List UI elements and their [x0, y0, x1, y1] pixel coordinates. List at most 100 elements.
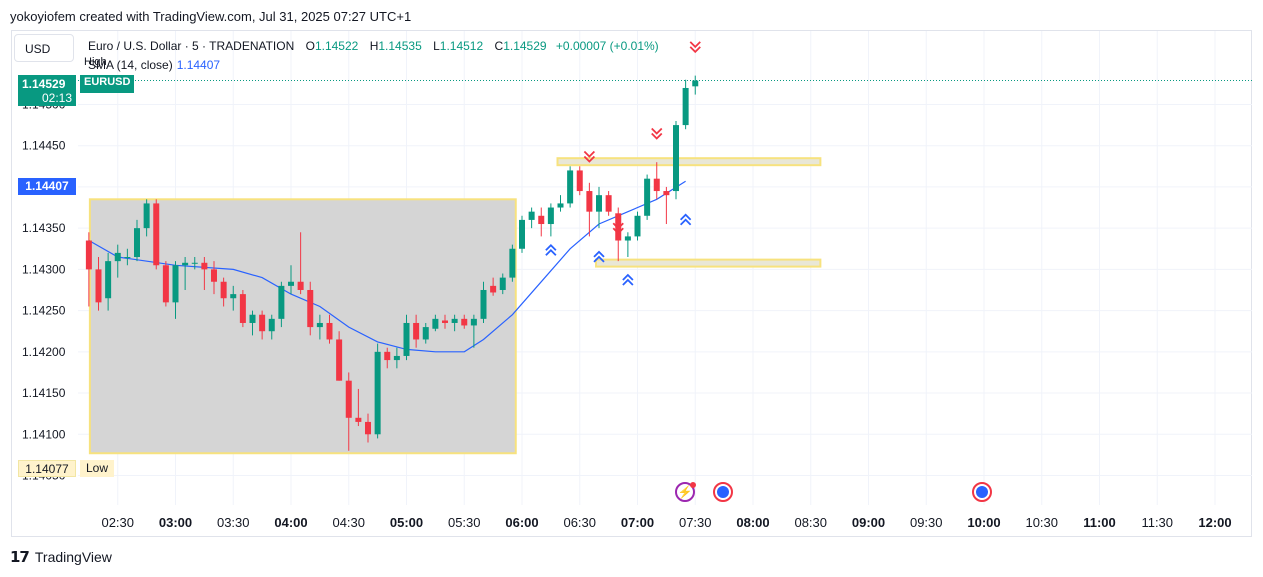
candle-body — [278, 285, 285, 319]
candle-body — [172, 265, 179, 303]
x-tick-label: 04:30 — [332, 515, 365, 530]
sma-value: 1.14407 — [176, 58, 221, 72]
candle-body — [557, 203, 564, 208]
candle-body — [95, 269, 102, 303]
signal-arrow-up — [622, 273, 634, 286]
zones — [556, 157, 822, 268]
x-tick-label: 02:30 — [101, 515, 134, 530]
legend-symbol: Euro / U.S. Dollar · 5 · TRADENATION — [88, 39, 295, 53]
signal-arrow-up — [593, 250, 605, 263]
signal-arrow-down — [612, 222, 624, 235]
signal-arrow-down — [583, 150, 596, 163]
sma-label: SMA (14, close) — [88, 58, 173, 72]
currency-button[interactable]: USD — [14, 34, 74, 62]
x-tick-label: 11:00 — [1083, 515, 1116, 530]
chart-frame — [11, 30, 1252, 537]
current-price: 1.14529 — [22, 77, 66, 91]
legend-close: 1.14529 — [503, 39, 547, 53]
x-tick-label: 10:30 — [1025, 515, 1058, 530]
event-bolt-icon[interactable]: ⚡ — [675, 482, 696, 502]
candle-body — [653, 178, 660, 192]
y-tick-label: 1.14150 — [22, 386, 66, 400]
candle-body — [365, 421, 371, 435]
x-tick-label: 12:00 — [1198, 515, 1231, 530]
candle-body — [567, 170, 574, 204]
sma-line — [88, 180, 686, 353]
y-tick-label: 1.14300 — [22, 262, 66, 276]
candle-body — [374, 351, 381, 435]
x-tick-label: 10:00 — [967, 515, 1000, 530]
legend: Euro / U.S. Dollar · 5 · TRADENATION O1.… — [88, 39, 659, 53]
y-tick-label: 1.14350 — [22, 221, 66, 235]
candle-body — [673, 125, 679, 192]
y-tick-label: 1.14100 — [22, 427, 66, 441]
candle-body — [336, 339, 343, 381]
x-tick-label: 11:30 — [1141, 515, 1173, 530]
footer: 𝟭𝟳 TradingView — [10, 548, 112, 566]
signal-arrow-down — [651, 127, 663, 140]
x-tick-label: 07:00 — [621, 515, 654, 530]
candle-body — [461, 318, 468, 326]
candle-body — [345, 380, 352, 418]
candle-body — [663, 191, 670, 196]
tradingview-logo-icon: 𝟭𝟳 — [10, 549, 30, 566]
candle-body — [297, 281, 304, 290]
y-axis: 1.145001.144501.144001.143501.143001.142… — [22, 97, 66, 482]
x-tick-label: 09:30 — [910, 515, 943, 530]
candle-body — [586, 191, 593, 212]
signal-arrow-up — [545, 244, 557, 256]
y-tick-label: 1.14450 — [22, 139, 66, 153]
candle-body — [239, 294, 246, 323]
candle-body — [355, 417, 362, 422]
x-tick-label: 08:30 — [794, 515, 827, 530]
x-tick-label: 06:30 — [563, 515, 596, 530]
sma-line-group — [88, 180, 686, 353]
candle-body — [105, 261, 112, 299]
signal-arrow-down — [689, 41, 701, 54]
x-tick-label: 05:00 — [390, 515, 423, 530]
low-price-tag: 1.14077 — [18, 460, 76, 477]
footer-brand: TradingView — [34, 549, 112, 565]
candle-body — [451, 318, 458, 323]
candle-body — [114, 252, 121, 262]
chart-attribution: yokoyiofem created with TradingView.com,… — [10, 9, 412, 24]
candle-body — [528, 211, 535, 220]
candles — [85, 75, 699, 451]
candle-body — [509, 248, 516, 278]
candle-body — [413, 322, 420, 340]
legend-high-label: H — [369, 39, 379, 53]
candle-body — [470, 318, 477, 326]
x-tick-label: 07:30 — [679, 515, 712, 530]
symbol-tag: EURUSD — [80, 75, 135, 93]
legend-high: 1.14535 — [378, 39, 422, 53]
candle-body — [692, 80, 699, 87]
candle-body — [605, 195, 612, 212]
candle-body — [442, 320, 448, 323]
candle-body — [422, 327, 429, 340]
candle-body — [384, 351, 391, 361]
current-price-tag: 1.14529 02:13 — [18, 75, 76, 106]
signals — [545, 41, 701, 286]
economic-event-icon[interactable] — [713, 482, 733, 502]
candle-body — [538, 215, 545, 225]
x-tick-label: 06:00 — [505, 515, 538, 530]
candle-body — [182, 262, 189, 266]
economic-event-icon[interactable] — [972, 482, 992, 502]
candle-body — [201, 262, 208, 270]
candle-body — [432, 318, 439, 329]
candle-body — [153, 203, 160, 266]
candle-body — [211, 269, 217, 282]
candle-body — [143, 203, 150, 229]
candle-body — [230, 294, 237, 299]
sma-price-tag: 1.14407 — [18, 178, 76, 195]
legend-change: +0.00007 (+0.01%) — [555, 39, 659, 53]
high-label: High — [84, 56, 107, 68]
x-tick-label: 04:00 — [274, 515, 307, 530]
candle-body — [499, 277, 506, 290]
bar-countdown: 02:13 — [41, 91, 72, 105]
candle-body — [624, 236, 631, 241]
candle-body — [519, 219, 525, 249]
legend-open: 1.14522 — [314, 39, 359, 53]
candle-body — [307, 289, 314, 328]
